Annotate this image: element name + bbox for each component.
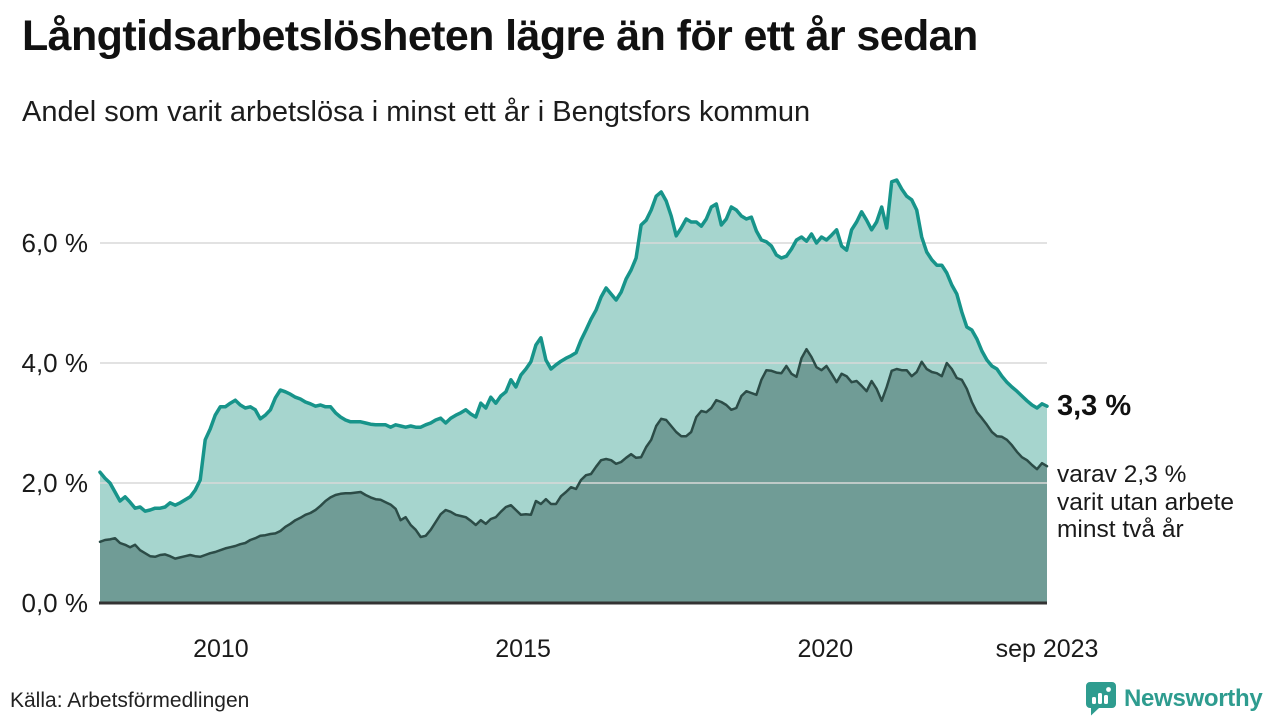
page-subtitle: Andel som varit arbetslösa i minst ett å…: [22, 96, 811, 128]
series-line-1: [98, 347, 1049, 560]
series-area-1: [100, 349, 1047, 603]
y-tick-label-4: 4,0 %: [22, 348, 89, 378]
y-tick-label-0: 0,0 %: [22, 588, 89, 618]
newsworthy-wordmark: Newsworthy: [1124, 684, 1263, 712]
x-tick-label-0: 2010: [193, 635, 249, 663]
x-tick-label-3: sep 2023: [996, 635, 1099, 663]
newsworthy-logo: Newsworthy: [1085, 681, 1263, 716]
y-tick-label-2: 2,0 %: [22, 468, 89, 498]
source-credit: Källa: Arbetsförmedlingen: [10, 689, 250, 712]
sublabel-line-3: minst två år: [1057, 516, 1184, 543]
newsworthy-speech-bubble-icon: [1086, 682, 1116, 716]
end-value-label: 3,3 %: [1057, 390, 1132, 422]
page-title: Långtidsarbetslösheten lägre än för ett …: [22, 12, 978, 60]
sublabel-line-2: varit utan arbete: [1057, 488, 1235, 516]
x-tick-label-2: 2020: [797, 635, 853, 663]
x-tick-label-1: 2015: [495, 635, 551, 663]
sublabel-line-1: varav 2,3 %: [1057, 461, 1187, 488]
y-tick-label-6: 6,0 %: [22, 228, 89, 258]
end-value-sublabel: varav 2,3 % varit utan arbete minst två …: [1057, 461, 1234, 544]
series-line-0: [98, 178, 1049, 513]
